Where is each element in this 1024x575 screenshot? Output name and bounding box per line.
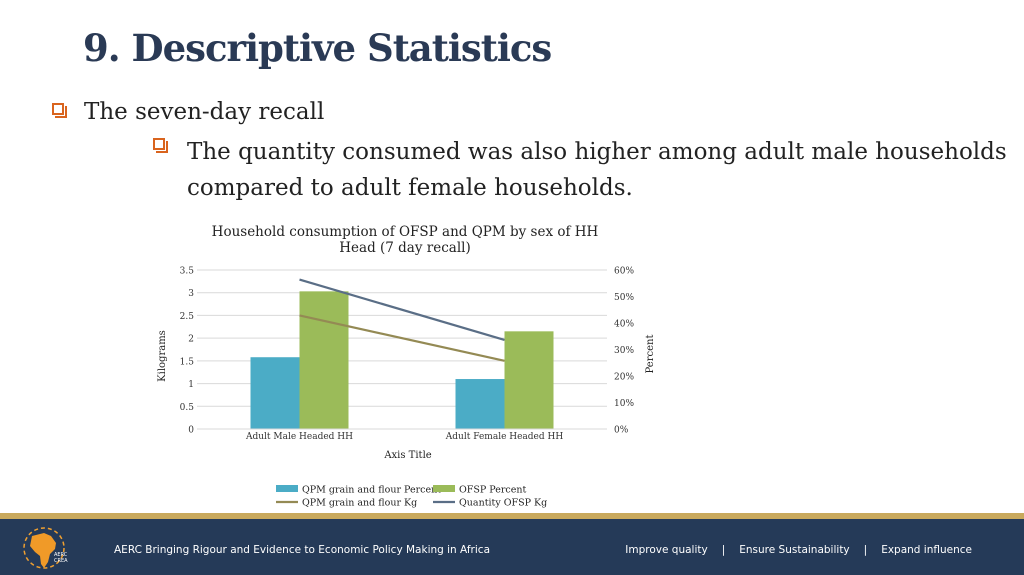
y2-tick-label: 50% (614, 293, 634, 303)
footer-bar (0, 519, 1024, 575)
y2-axis-title: Percent (645, 335, 656, 374)
bullet-item: The seven-day recall (52, 99, 324, 125)
legend-swatch (433, 485, 455, 492)
footer-link-sustainability[interactable]: Ensure Sustainability (739, 544, 850, 556)
y-tick-label: 0 (188, 426, 194, 436)
y2-tick-label: 40% (614, 320, 634, 330)
footer-stripe (0, 513, 1024, 519)
y-tick-label: 1.5 (180, 357, 195, 367)
checkbox-bullet-icon (52, 103, 67, 118)
y-tick-label: 2.5 (180, 312, 195, 322)
slide-title: 9. Descriptive Statistics (83, 26, 552, 70)
footer-tagline: AERC Bringing Rigour and Evidence to Eco… (114, 544, 491, 556)
bar (455, 379, 505, 429)
y-tick-label: 0.5 (180, 403, 195, 413)
sub-bullet-text: The quantity consumed was also higher am… (187, 139, 1007, 201)
legend-label: QPM grain and flour Kg (302, 498, 417, 509)
svg-text:AERC: AERC (54, 552, 68, 558)
chart-title: Household consumption of OFSP and QPM by… (212, 224, 599, 240)
y2-tick-label: 0% (614, 426, 629, 436)
chart-title: Head (7 day recall) (339, 240, 470, 256)
series-line (299, 314, 505, 362)
aerc-logo-icon: AERC CREA (23, 527, 68, 569)
series-line (299, 278, 505, 342)
checkbox-bullet-icon (153, 138, 168, 153)
y2-tick-label: 20% (614, 373, 634, 383)
footer-link-influence[interactable]: Expand influence (881, 544, 972, 556)
y-tick-label: 2 (188, 335, 194, 345)
bar (299, 291, 349, 429)
y2-tick-label: 10% (614, 399, 634, 409)
legend-swatch (276, 485, 298, 492)
y-tick-label: 1 (188, 380, 194, 390)
y2-tick-label: 30% (614, 346, 634, 356)
x-axis-title: Axis Title (383, 450, 431, 461)
x-tick-label: Adult Female Headed HH (445, 432, 564, 442)
y-tick-label: 3 (188, 289, 194, 299)
footer-links: Improve quality | Ensure Sustainability … (625, 544, 972, 556)
bar (250, 357, 300, 429)
x-tick-label: Adult Male Headed HH (245, 432, 353, 442)
bar (504, 331, 554, 429)
svg-text:CREA: CREA (54, 558, 68, 564)
footer-separator: | (721, 544, 726, 556)
bullet-text: The seven-day recall (84, 99, 325, 125)
legend-label: Quantity OFSP Kg (459, 498, 547, 509)
legend-label: OFSP Percent (459, 485, 526, 496)
y2-tick-label: 60% (614, 267, 634, 277)
sub-bullet-item: The quantity consumed was also higher am… (153, 134, 1007, 206)
consumption-chart: Household consumption of OFSP and QPM by… (157, 224, 656, 509)
legend-label: QPM grain and flour Percent (302, 485, 441, 496)
y-tick-label: 3.5 (180, 267, 195, 277)
footer-separator: | (863, 544, 868, 556)
footer-link-quality[interactable]: Improve quality (625, 544, 708, 556)
y-axis-title: Kilograms (157, 330, 168, 382)
